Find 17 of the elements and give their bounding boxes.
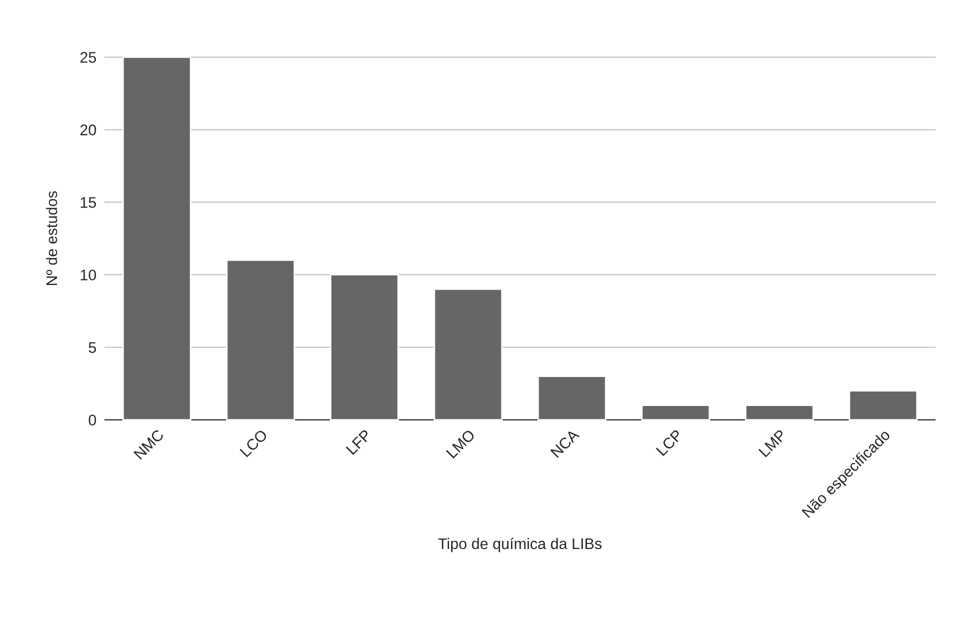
bar [641, 404, 710, 420]
bar [848, 390, 918, 420]
bar [745, 404, 814, 420]
y-tick-label: 5 [88, 342, 96, 353]
bar [434, 288, 503, 420]
y-axis-title: Nº de estudos [46, 191, 58, 286]
y-tick-label: 0 [88, 414, 96, 426]
bar [122, 56, 192, 420]
y-tick-label: 15 [80, 197, 96, 208]
x-axis-title: Tipo de química da LIBs [438, 538, 602, 552]
y-tick-label: 10 [80, 270, 96, 280]
x-tick-label: LFP [346, 429, 372, 455]
bar [226, 260, 296, 420]
bar [537, 376, 606, 420]
bar [330, 274, 399, 420]
y-tick-label: 25 [80, 52, 96, 63]
y-tick-label: 20 [80, 124, 96, 136]
